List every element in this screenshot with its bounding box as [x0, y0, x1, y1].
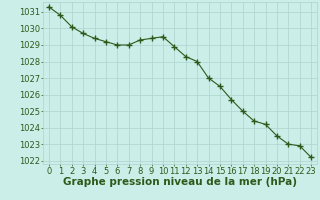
- X-axis label: Graphe pression niveau de la mer (hPa): Graphe pression niveau de la mer (hPa): [63, 177, 297, 187]
